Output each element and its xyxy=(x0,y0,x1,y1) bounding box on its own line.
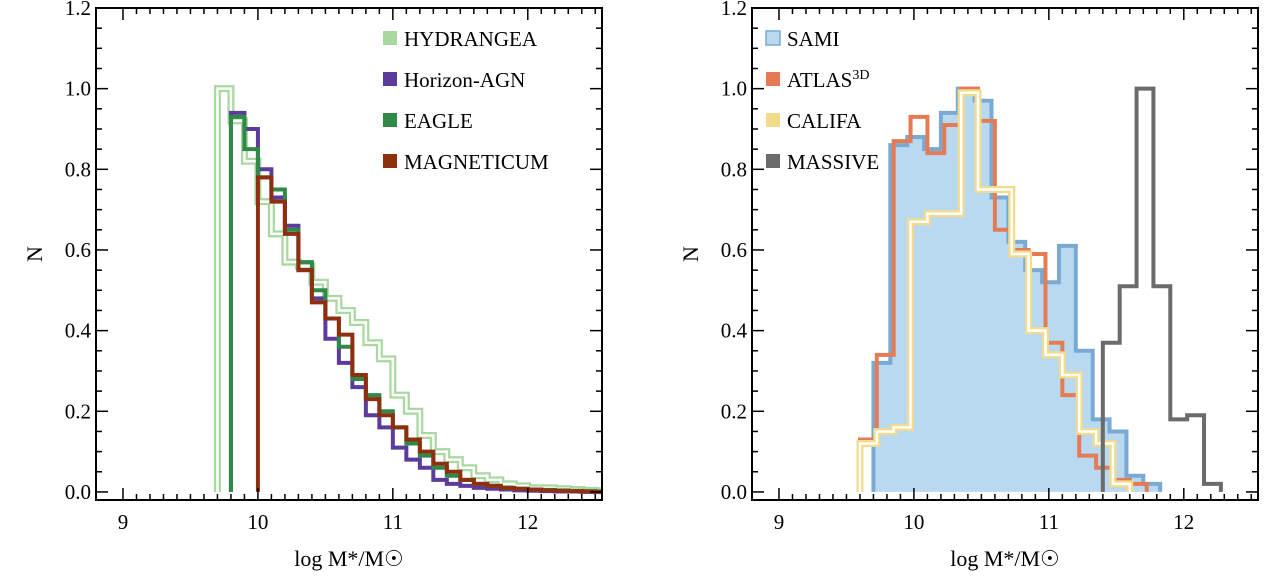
x-tick-label: 10 xyxy=(247,510,268,534)
y-axis-title: N xyxy=(678,246,703,262)
x-tick-label: 12 xyxy=(1173,510,1194,534)
plot-area xyxy=(213,85,602,495)
y-tick-label: 0.6 xyxy=(65,238,91,262)
series-group xyxy=(856,86,1223,492)
legend-label: Horizon-AGN xyxy=(404,68,525,92)
x-tick-label: 12 xyxy=(517,510,538,534)
legend-label: MAGNETICUM xyxy=(404,150,549,174)
y-axis-title: N xyxy=(22,246,47,262)
legend-swatch xyxy=(383,154,397,168)
legend-label: EAGLE xyxy=(404,109,473,133)
x-tick-label: 9 xyxy=(774,510,785,534)
series-line-3 xyxy=(255,175,602,494)
y-tick-label: 0.2 xyxy=(721,399,747,423)
legend-swatch xyxy=(383,113,397,127)
x-tick-label: 9 xyxy=(118,510,129,534)
series-line-3 xyxy=(1100,86,1223,492)
plot-frame xyxy=(751,7,1259,501)
y-tick-label: 0.0 xyxy=(721,480,747,504)
legend-swatch xyxy=(766,72,780,86)
legend-label-superscript: 3D xyxy=(852,68,869,83)
y-tick-label: 0.4 xyxy=(721,319,748,343)
series-line-0 xyxy=(871,86,1163,492)
x-axis-title: log M*/M☉ xyxy=(950,546,1060,571)
plot-area xyxy=(856,86,1223,492)
y-tick-label: 0.8 xyxy=(65,157,91,181)
x-tick-label: 11 xyxy=(383,510,403,534)
y-tick-label: 0.6 xyxy=(721,238,747,262)
legend-swatch xyxy=(383,31,397,45)
legend-label: MASSIVE xyxy=(787,150,879,174)
series-group xyxy=(213,85,602,495)
legend-label: HYDRANGEA xyxy=(404,27,538,51)
legend-label: SAMI xyxy=(787,27,840,51)
left-panel: 9 10 11 12 0.0 0.2 0.4 0.6 0.8 1.0 1.2 log M*/M☉ N HY… xyxy=(22,0,603,571)
right-panel: 9 10 11 12 0.0 0.2 0.4 0.6 0.8 1.0 1.2 log M*/M☉ N SA… xyxy=(678,0,1259,571)
y-tick-label: 0.0 xyxy=(65,480,91,504)
legend: SAMI ATLAS3D CALIFA MASSIVE xyxy=(765,27,879,174)
x-tick-label: 10 xyxy=(903,510,924,534)
series-line-1 xyxy=(857,86,1149,492)
y-tick-label: 0.4 xyxy=(65,319,92,343)
legend: HYDRANGEA Horizon-AGN EAGLE MAGNETICUM xyxy=(383,27,549,174)
series-fill-0 xyxy=(873,88,1161,492)
legend-swatch xyxy=(765,30,781,46)
series-line-inner-2 xyxy=(858,91,1132,492)
y-tick-label: 0.8 xyxy=(721,157,747,181)
series-line-inner-0 xyxy=(216,87,602,492)
x-axis-title: log M*/M☉ xyxy=(294,546,404,571)
x-tick-label: 11 xyxy=(1039,510,1059,534)
legend-label: ATLAS3D xyxy=(787,68,869,92)
legend-swatch xyxy=(383,72,397,86)
y-tick-label: 1.2 xyxy=(721,0,747,20)
y-tick-label: 1.0 xyxy=(721,77,747,101)
plot-frame xyxy=(95,7,603,501)
y-tick-label: 1.2 xyxy=(65,0,91,20)
legend-swatch xyxy=(766,113,780,127)
legend-label: CALIFA xyxy=(787,109,862,133)
legend-swatch xyxy=(766,154,780,168)
y-tick-label: 0.2 xyxy=(65,399,91,423)
y-tick-label: 1.0 xyxy=(65,77,91,101)
